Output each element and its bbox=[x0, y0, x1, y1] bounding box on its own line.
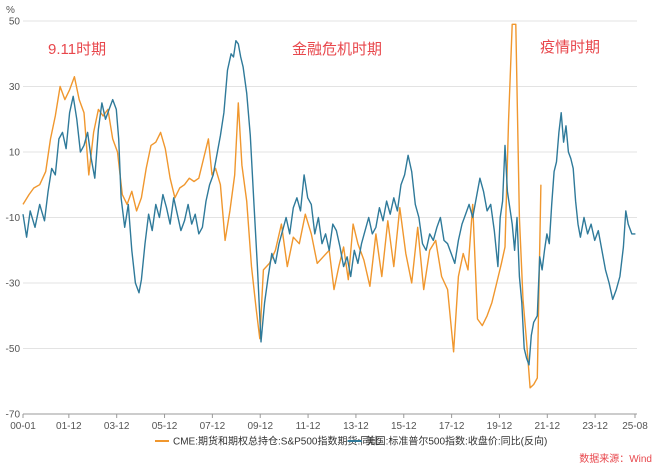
y-tick-label: -70 bbox=[6, 410, 21, 421]
x-tick-label: 15-12 bbox=[391, 421, 417, 432]
x-tick-label: 03-12 bbox=[104, 421, 130, 432]
series-group bbox=[22, 23, 636, 389]
x-tick-label: 09-12 bbox=[247, 421, 273, 432]
x-tick-label: 11-12 bbox=[296, 421, 321, 432]
x-axis: 00-01 01-12 03-12 05-12 07-12 09-12 11-12 13-12… bbox=[10, 414, 648, 432]
y-tick-label: -50 bbox=[6, 344, 21, 355]
legend: CME:期货和期权总持仓:S&P500指数期货:同比美国:标准普尔500指数:收… bbox=[155, 435, 547, 448]
x-tick-label: 01-12 bbox=[56, 421, 82, 432]
annotation-label: 金融危机时期 bbox=[292, 41, 382, 58]
annotation-label: 疫情时期 bbox=[540, 39, 600, 56]
grid bbox=[23, 20, 637, 415]
y-tick-label: 10 bbox=[9, 148, 21, 159]
x-tick-label: 19-12 bbox=[487, 421, 513, 432]
source-note: 数据来源：Wind bbox=[579, 452, 652, 465]
x-tick-label: 00-01 bbox=[10, 421, 36, 432]
x-tick-label: 17-12 bbox=[439, 421, 465, 432]
x-tick-label: 13-12 bbox=[343, 421, 369, 432]
series-line-2 bbox=[22, 40, 636, 366]
legend-label: 美国:标准普尔500指数:收盘价:同比(反向) bbox=[366, 435, 548, 448]
x-tick-label: 05-12 bbox=[152, 421, 178, 432]
y-tick-label: 50 bbox=[9, 17, 21, 28]
y-tick-label: 30 bbox=[9, 82, 21, 93]
y-tick-label: -10 bbox=[6, 213, 21, 224]
x-tick-label: 07-12 bbox=[200, 421, 226, 432]
series-line-1 bbox=[22, 23, 542, 389]
y-axis: 50 30 10 -10 -30 -50 -70 bbox=[6, 17, 21, 421]
legend-label: CME:期货和期权总持仓:S&P500指数期货:同比 bbox=[173, 435, 380, 448]
y-unit-label: % bbox=[6, 5, 15, 16]
x-tick-label: 21-12 bbox=[535, 421, 561, 432]
x-tick-label: 25-08 bbox=[622, 421, 648, 432]
x-tick-label: 23-12 bbox=[582, 421, 608, 432]
annotation-label: 9.11时期 bbox=[48, 41, 106, 58]
annotation-group: 9.11时期 金融危机时期 疫情时期 bbox=[48, 39, 600, 58]
y-tick-label: -30 bbox=[6, 279, 21, 290]
